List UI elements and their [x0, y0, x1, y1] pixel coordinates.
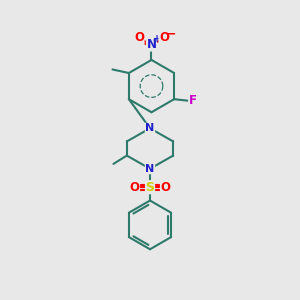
Text: −: −: [165, 28, 176, 41]
Text: N: N: [146, 164, 154, 174]
Text: +: +: [153, 34, 161, 44]
Text: O: O: [130, 181, 140, 194]
Text: O: O: [159, 32, 169, 44]
Text: O: O: [134, 32, 144, 44]
Text: O: O: [160, 181, 170, 194]
Text: S: S: [146, 181, 154, 194]
Text: N: N: [146, 38, 157, 51]
Text: F: F: [189, 94, 197, 107]
Text: N: N: [146, 123, 154, 133]
